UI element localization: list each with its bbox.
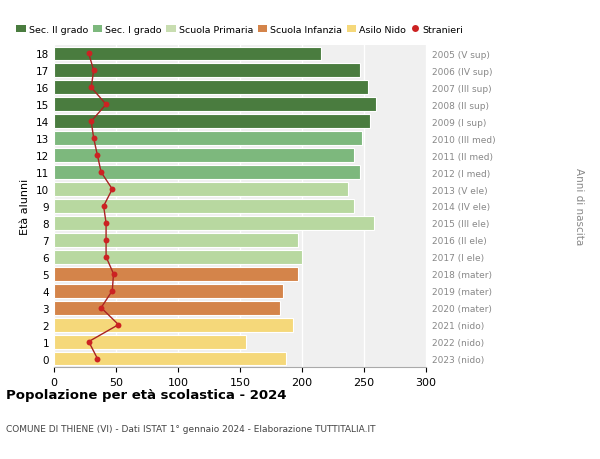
Bar [54,47,320,62]
Bar [54,250,302,264]
Y-axis label: Anni di nascita: Anni di nascita [574,168,584,245]
Point [107,287,117,295]
Bar [54,64,360,78]
Legend: Sec. II grado, Sec. I grado, Scuola Primaria, Scuola Infanzia, Asilo Nido, Stran: Sec. II grado, Sec. I grado, Scuola Prim… [16,26,464,35]
Y-axis label: Età alunni: Età alunni [20,179,31,235]
Point [97,304,106,312]
Bar [54,81,368,95]
Point [109,270,118,278]
Point [86,84,96,92]
Point [92,355,102,363]
Text: Popolazione per età scolastica - 2024: Popolazione per età scolastica - 2024 [6,388,287,401]
Bar [54,115,370,129]
Point [92,152,102,159]
Point [101,237,111,244]
Point [86,118,96,126]
Bar [54,267,298,281]
Bar [54,217,374,230]
Point [97,169,106,176]
Point [89,67,98,75]
Bar [54,234,298,247]
Bar [54,149,354,163]
Bar [54,301,280,315]
Point [107,186,117,193]
Point [101,254,111,261]
Bar [54,132,362,146]
Point [99,203,109,210]
Text: COMUNE DI THIENE (VI) - Dati ISTAT 1° gennaio 2024 - Elaborazione TUTTITALIA.IT: COMUNE DI THIENE (VI) - Dati ISTAT 1° ge… [6,425,376,434]
Point [101,101,111,109]
Bar [54,183,348,196]
Bar [54,98,376,112]
Bar [54,318,293,332]
Point [84,50,94,58]
Bar [54,284,283,298]
Point [113,321,123,329]
Point [89,135,98,143]
Point [101,220,111,227]
Point [84,338,94,346]
Bar [54,166,360,179]
Bar [54,352,286,366]
Bar [54,200,354,213]
Bar [54,335,246,349]
